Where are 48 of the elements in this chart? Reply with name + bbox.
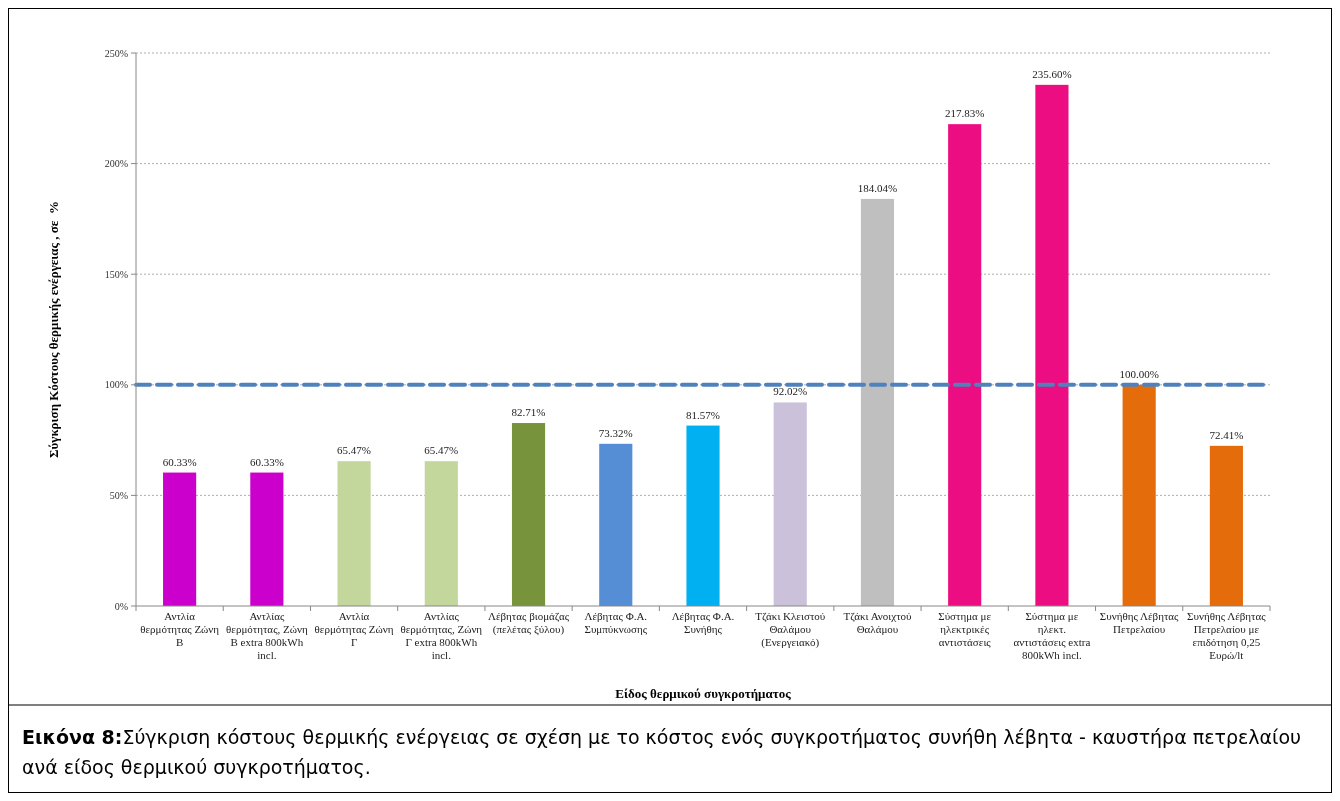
y-axis-title: Σύγκριση Κόστους θερμικής ενέργειας , σε % (46, 201, 61, 458)
y-tick-label: 200% (104, 158, 128, 170)
data-label: 82.71% (511, 406, 546, 419)
bar (511, 423, 546, 606)
data-label: 217.83% (944, 107, 985, 120)
data-label: 73.32% (598, 426, 633, 439)
data-label: 60.33% (249, 455, 284, 468)
x-tick-label: Τζάκι Κλειστού Θαλάμου (Ενεργειακό) (755, 610, 826, 649)
x-tick-label: Αντλία θερμότητας Ζώνη Β (140, 610, 220, 648)
data-label: 235.60% (1032, 67, 1072, 80)
data-label: 81.57% (686, 408, 720, 421)
data-label: 65.47% (337, 444, 372, 457)
data-label: 72.41% (1209, 428, 1244, 441)
x-tick-label: Συνήθης Λέβητας Πετρελαίου με επιδότηση 0,25 Ευρώ/lt (1187, 610, 1267, 661)
data-label: 184.04% (857, 181, 898, 194)
bar (1122, 384, 1156, 606)
data-label: 92.02% (773, 385, 808, 398)
data-label: 60.33% (162, 455, 197, 468)
bar (1035, 84, 1069, 606)
bar (337, 461, 371, 606)
bar (773, 402, 807, 606)
x-tick-label: Λέβητας βιομάζας (πελέτας ξύλου) (487, 610, 570, 636)
data-label: 65.47% (424, 444, 459, 457)
bar (1209, 445, 1243, 606)
bar (860, 198, 895, 606)
text: Εικόνα 8:Σύγκριση κόστους θερμικής ενέργειας σε σχέση με το κόστος ενός συγκροτήματος συνήθη λέβητα - καυστήρα πετρελαίου ανά είδος θερμικού συγκροτήματος. (22, 726, 1302, 778)
x-tick-label: Αντλία θερμότητας Ζώνη Γ (314, 610, 394, 648)
x-tick-label: Σύστημα με ηλεκτρικές αντιστάσεις (938, 610, 992, 648)
x-tick-label: Σύστημα με ηλεκτ. αντιστάσεις extra 800kWh incl. (1013, 610, 1091, 661)
x-tick-label: Αντλίας θερμότητας, Ζώνη Β extra 800kWh incl. (226, 610, 308, 661)
x-tick-label: Συνήθης Λέβητας Πετρελαίου (1099, 610, 1180, 635)
y-tick-label: 250% (104, 47, 128, 59)
bar (948, 124, 982, 606)
bar (599, 443, 633, 606)
y-tick-label: 100% (104, 379, 128, 391)
x-tick-label: Λέβητας Φ.Α. Συμπύκνωσης (584, 610, 648, 635)
bar (686, 425, 720, 606)
x-tick-label: Αντλίας θερμότητας, Ζώνη Γ extra 800kWh incl. (400, 610, 483, 661)
data-label: 100.00% (1119, 367, 1159, 380)
bar (424, 461, 458, 606)
x-tick-label: Τζάκι Ανοιχτού Θαλάμου (843, 610, 913, 635)
y-tick-label: 150% (104, 268, 128, 280)
x-axis-title: Είδος θερμικού συγκροτήματος (615, 686, 792, 701)
y-tick-label: 0% (114, 600, 128, 612)
bar (250, 472, 284, 606)
x-tick-label: Λέβητας Φ.Α. Συνήθης (671, 610, 735, 635)
y-tick-label: 50% (109, 489, 128, 501)
bar (163, 472, 197, 606)
